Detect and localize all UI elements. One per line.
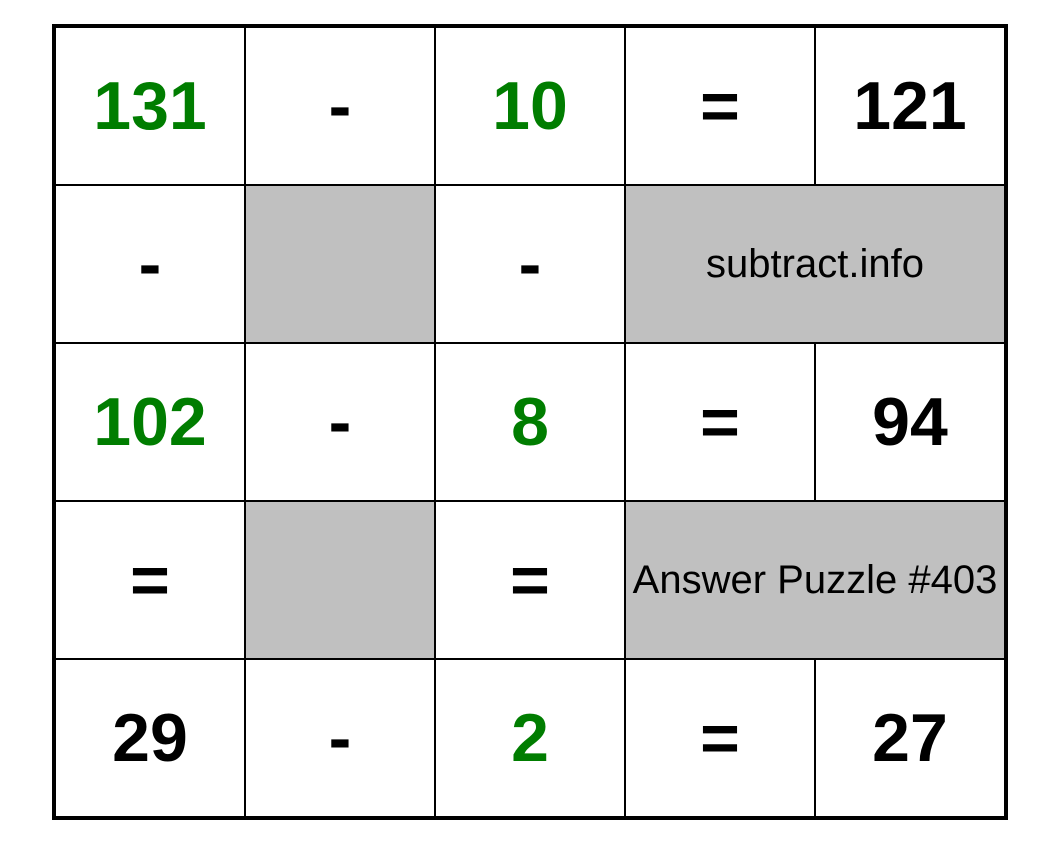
r1-operand-a: 131 xyxy=(55,27,245,185)
r3-operand-b: 8 xyxy=(435,343,625,501)
r3-equals: = xyxy=(625,343,815,501)
blank-cell xyxy=(245,185,435,343)
r1-operand-b: 10 xyxy=(435,27,625,185)
r1-equals: = xyxy=(625,27,815,185)
c3-equals: = xyxy=(435,501,625,659)
r3-operator: - xyxy=(245,343,435,501)
r5-result: 27 xyxy=(815,659,1005,817)
c1-operator: - xyxy=(55,185,245,343)
subtraction-puzzle-grid: 131 - 10 = 121 - - subtract.info 102 - 8… xyxy=(52,24,1008,820)
site-label: subtract.info xyxy=(625,185,1005,343)
r1-result: 121 xyxy=(815,27,1005,185)
r5-equals: = xyxy=(625,659,815,817)
r3-operand-a: 102 xyxy=(55,343,245,501)
blank-cell xyxy=(245,501,435,659)
c1-equals: = xyxy=(55,501,245,659)
r3-result: 94 xyxy=(815,343,1005,501)
puzzle-label: Answer Puzzle #403 xyxy=(625,501,1005,659)
r5-operator: - xyxy=(245,659,435,817)
r1-operator: - xyxy=(245,27,435,185)
r5-operand-a: 29 xyxy=(55,659,245,817)
c3-operator: - xyxy=(435,185,625,343)
r5-operand-b: 2 xyxy=(435,659,625,817)
